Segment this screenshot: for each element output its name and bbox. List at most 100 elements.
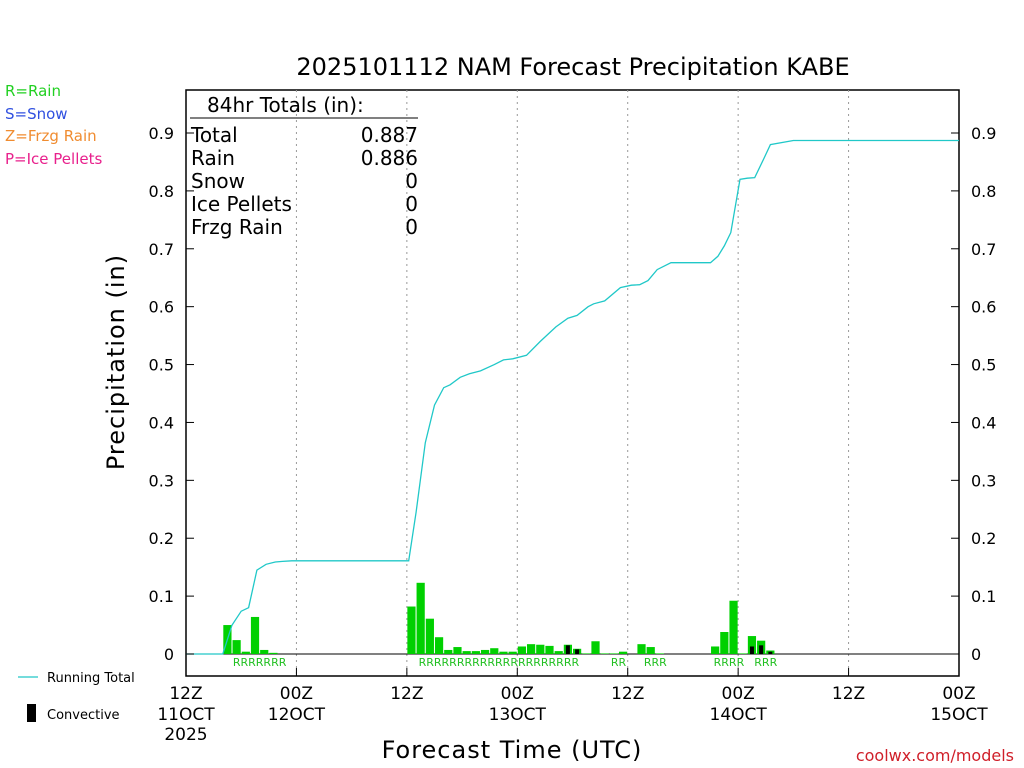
y-tick-label-left: 0.8 xyxy=(149,182,174,201)
line-legend: Running Total Convective xyxy=(18,671,135,723)
totals-frzgrain-label: Frzg Rain xyxy=(191,215,283,239)
x-tick-label: 00Z xyxy=(280,684,313,704)
precip-bar xyxy=(480,649,490,654)
y-tick-label-right: 0.2 xyxy=(971,529,996,548)
precip-bar xyxy=(471,651,480,654)
y-tick-label-right: 0.7 xyxy=(971,240,996,259)
x-tick-date: 11OCT xyxy=(157,705,215,725)
y-tick-label-left: 0.7 xyxy=(149,240,174,259)
y-tick-label-right: 0.5 xyxy=(971,356,996,375)
x-tick-date: 14OCT xyxy=(710,705,768,725)
totals-frzgrain-value: 0 xyxy=(405,215,418,239)
precip-bar xyxy=(416,582,425,654)
y-tick-label-left: 0.9 xyxy=(149,124,174,143)
precip-bar xyxy=(425,618,434,654)
legend-snow: S=Snow xyxy=(5,105,68,123)
ptype-label: RRR xyxy=(754,656,777,669)
precip-bar xyxy=(646,647,655,654)
precip-bar xyxy=(434,637,444,654)
precip-bar xyxy=(655,653,665,654)
y-tick-label-right: 0 xyxy=(971,645,981,664)
chart-title: 2025101112 NAM Forecast Precipitation KA… xyxy=(296,53,849,81)
precip-bar xyxy=(517,646,526,654)
precip-bar xyxy=(747,636,757,654)
precip-bar xyxy=(619,651,628,654)
totals-box: 84hr Totals (in): Total 0.887 Rain 0.886… xyxy=(190,93,418,239)
precip-bar xyxy=(591,641,600,654)
precip-bar xyxy=(637,644,646,654)
x-tick-label: 12Z xyxy=(390,684,423,704)
ptype-legend: R=Rain S=Snow Z=Frzg Rain P=Ice Pellets xyxy=(5,82,102,168)
precip-bar xyxy=(250,616,260,654)
bars-layer xyxy=(223,582,775,654)
y-tick-label-left: 0.2 xyxy=(149,529,174,548)
precip-bar xyxy=(241,651,250,654)
running-total-line xyxy=(186,139,959,655)
y-tick-label-right: 0.1 xyxy=(971,587,996,606)
totals-icepellets-value: 0 xyxy=(405,192,418,216)
x-tick-label: 12Z xyxy=(832,684,865,704)
plot-frame xyxy=(185,89,960,677)
convective-legend-label: Convective xyxy=(47,708,120,723)
precip-bar xyxy=(444,649,453,654)
totals-total-label: Total xyxy=(190,123,238,147)
precip-bar xyxy=(453,647,462,654)
precip-bar xyxy=(232,640,241,654)
precip-bar xyxy=(609,653,619,654)
precip-bar xyxy=(600,653,609,654)
ptype-label: RRRRRRRRRRRRRRRRRRRRR xyxy=(419,656,580,669)
precip-bar xyxy=(711,646,720,654)
x-tick-label: 00Z xyxy=(942,684,975,704)
totals-icepellets-label: Ice Pellets xyxy=(191,192,292,216)
precip-bar xyxy=(490,648,499,654)
y-tick-label-right: 0.6 xyxy=(971,298,996,317)
precip-bar xyxy=(462,651,471,654)
y-ticks-layer: 0 00.1 0.10.2 0.20.3 0.30.4 0.40.5 0.50.6 0.60.… xyxy=(149,124,997,664)
x-tick-label: 12Z xyxy=(611,684,644,704)
y-tick-label-right: 0.8 xyxy=(971,182,996,201)
convective-bar xyxy=(575,649,580,654)
convective-bar xyxy=(749,646,754,654)
precip-bar xyxy=(508,651,517,654)
ptype-label: RRRRRRR xyxy=(233,656,287,669)
x-tick-label: 00Z xyxy=(501,684,534,704)
precip-bar xyxy=(536,644,545,654)
y-tick-label-left: 0.6 xyxy=(149,298,174,317)
x-axis-label: Forecast Time (UTC) xyxy=(382,736,643,764)
convective-bar xyxy=(768,651,773,654)
precip-bar xyxy=(738,653,747,654)
convective-swatch xyxy=(27,704,36,722)
precip-bar xyxy=(582,653,591,654)
y-tick-label-left: 0.3 xyxy=(149,471,174,490)
y-tick-label-left: 0.1 xyxy=(149,587,174,606)
y-tick-label-right: 0.9 xyxy=(971,124,996,143)
ptype-label: RRR xyxy=(644,656,667,669)
y-axis-label: Precipitation (in) xyxy=(102,254,130,470)
y-tick-label-left: 0 xyxy=(164,645,174,664)
precip-bar xyxy=(407,606,416,654)
legend-rain: R=Rain xyxy=(5,82,61,100)
y-tick-label-left: 0.4 xyxy=(149,413,174,432)
legend-ice-pellets: P=Ice Pellets xyxy=(5,150,102,168)
running-total-legend-label: Running Total xyxy=(47,671,135,686)
precip-bar xyxy=(720,632,729,654)
x-tick-date: 12OCT xyxy=(268,705,326,725)
totals-rain-value: 0.886 xyxy=(361,146,418,170)
precip-bar xyxy=(554,651,563,654)
x-tick-year: 2025 xyxy=(164,725,207,745)
convective-bar xyxy=(565,645,570,654)
x-tick-label: 00Z xyxy=(722,684,755,704)
x-tick-date: 13OCT xyxy=(489,705,547,725)
y-tick-label-left: 0.5 xyxy=(149,356,174,375)
precip-bar xyxy=(729,600,738,654)
totals-snow-label: Snow xyxy=(191,169,245,193)
x-tick-date: 15OCT xyxy=(930,705,988,725)
totals-snow-value: 0 xyxy=(405,169,418,193)
precip-bar xyxy=(526,644,536,654)
grid-layer xyxy=(295,90,850,676)
precip-bar xyxy=(499,651,508,654)
running-total-layer xyxy=(186,139,959,655)
totals-rain-label: Rain xyxy=(191,146,235,170)
precip-bar xyxy=(269,652,278,654)
